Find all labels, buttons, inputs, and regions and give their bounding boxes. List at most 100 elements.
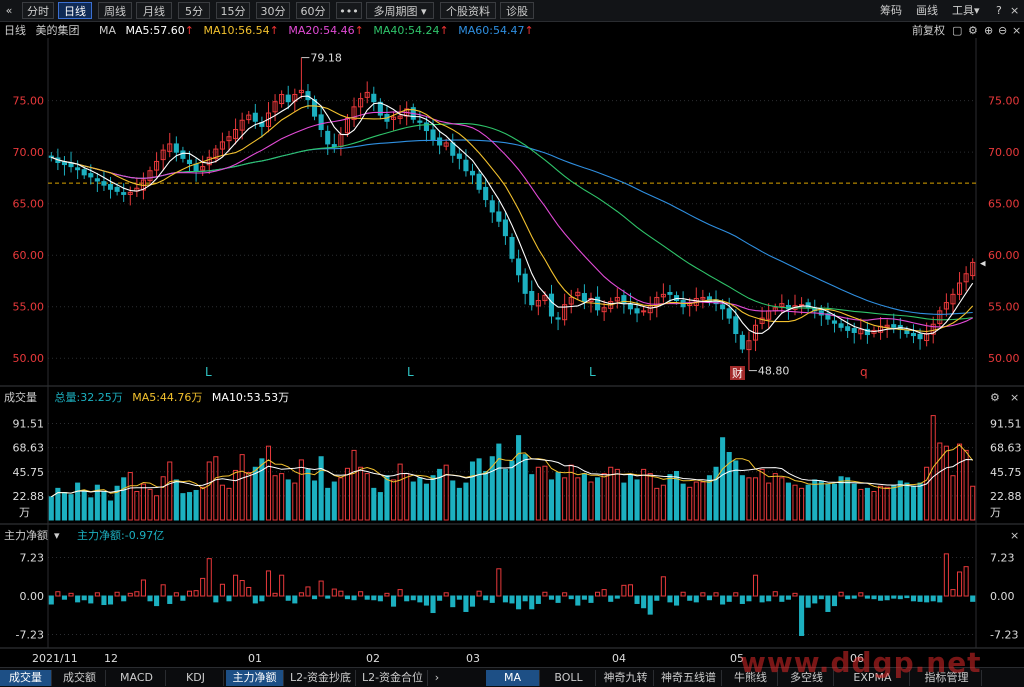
legend-ma[interactable]: MA	[99, 24, 117, 37]
legend-stock: 美的集团	[35, 24, 80, 37]
volume-bar	[75, 482, 81, 521]
flow-bar	[904, 595, 910, 599]
flow-tick-right: -7.23	[990, 629, 1018, 642]
indicator-tab-right-5[interactable]: 多空线	[780, 670, 834, 686]
period-tab-6[interactable]: 30分	[256, 2, 290, 19]
volume-bar	[219, 484, 225, 521]
volume-bar	[713, 466, 719, 521]
volume-bar	[864, 487, 870, 521]
draw-line-button[interactable]: 画线	[916, 4, 938, 17]
tools-button[interactable]: 工具▾	[952, 2, 980, 19]
indicator-tab-left-1[interactable]: 成交额	[54, 670, 106, 686]
volume-bar	[397, 463, 403, 521]
candle	[496, 211, 502, 222]
volume-bar	[61, 492, 67, 521]
flow-bar	[825, 595, 831, 612]
indicator-tab-left-0[interactable]: 成交量	[0, 670, 52, 686]
close-icon[interactable]: ×	[1010, 529, 1020, 542]
volume-bar	[555, 472, 561, 521]
flow-bar	[799, 595, 805, 636]
period-tab-5[interactable]: 15分	[216, 2, 250, 19]
volume-bar	[805, 484, 811, 521]
volume-bar	[595, 477, 601, 521]
candle	[516, 258, 522, 276]
flow-bar	[700, 592, 706, 597]
close-icon[interactable]: ×	[1010, 391, 1020, 404]
flow-bar	[246, 586, 252, 597]
period-tab-4[interactable]: 5分	[178, 2, 210, 19]
indicator-tab-right-4[interactable]: 牛熊线	[724, 670, 778, 686]
flow-bar	[61, 595, 67, 600]
indicator-tab-left-3[interactable]: KDJ	[168, 670, 224, 686]
volume-title: 成交量	[4, 391, 37, 404]
chips-button[interactable]: 筹码	[880, 4, 902, 17]
period-tab-3[interactable]: 月线	[136, 2, 172, 19]
candle	[154, 160, 160, 171]
q-marker: q	[860, 365, 868, 379]
volume-bar	[68, 494, 74, 521]
flow-bar	[950, 589, 956, 597]
zoom-in-icon[interactable]: ⊕	[984, 24, 994, 37]
flow-bar	[397, 589, 403, 597]
more-button[interactable]: •••	[336, 2, 362, 19]
volume-bar	[575, 477, 581, 521]
indicator-tab-left-4[interactable]: 主力净额	[226, 670, 284, 686]
flow-bar	[233, 574, 239, 597]
flow-title[interactable]: 主力净额	[4, 529, 48, 542]
candle	[200, 166, 206, 171]
period-tab-1[interactable]: 日线	[58, 2, 92, 19]
flow-bar	[548, 595, 555, 600]
close-icon[interactable]: ×	[1012, 24, 1022, 37]
period-tab-2[interactable]: 周线	[98, 2, 132, 19]
tabs-scroll-arrow[interactable]: ›	[434, 671, 440, 684]
volume-tick-right: 91.51	[990, 417, 1022, 430]
indicator-tab-right-6[interactable]: EXPMA	[836, 670, 910, 686]
zoom-out-icon[interactable]: ⊖	[998, 24, 1008, 37]
candle	[831, 320, 838, 324]
indicator-tab-right-7[interactable]: 指标管理	[912, 670, 982, 686]
flow-bar	[575, 595, 581, 606]
settings-icon[interactable]: ⚙	[990, 391, 1000, 404]
indicator-tab-left-5[interactable]: L2-资金抄底	[286, 670, 356, 686]
flow-bar	[305, 586, 311, 597]
period-tab-0[interactable]: 分时	[22, 2, 54, 19]
indicator-tab-right-3[interactable]: 神奇五线谱	[656, 670, 722, 686]
candle	[193, 163, 199, 172]
volume-bar	[818, 480, 824, 521]
tools-label: 工具	[952, 4, 974, 17]
stock-chart[interactable]: 75.00 75.00 70.00 70.00 65.00 65.00 60.00 60.00…	[0, 0, 1024, 667]
indicator-tab-right-2[interactable]: 神奇九转	[598, 670, 654, 686]
volume-bar	[937, 442, 943, 521]
cai-label: 财	[732, 366, 743, 380]
volume-bar	[891, 484, 897, 521]
flow-bar	[812, 595, 818, 604]
candle	[81, 169, 87, 176]
indicator-tab-right-1[interactable]: BOLL	[542, 670, 596, 686]
profile-button[interactable]: 个股资料	[440, 2, 496, 19]
settings-icon[interactable]: ⚙	[968, 24, 978, 37]
lock-icon[interactable]: ▢	[952, 24, 963, 37]
adjust-toggle[interactable]: 前复权	[912, 23, 951, 39]
flow-bar	[542, 591, 548, 597]
candle	[180, 150, 186, 159]
period-tab-7[interactable]: 60分	[296, 2, 330, 19]
bottom-indicator-bar: 成交量 成交额 MACD KDJ 主力净额 L2-资金抄底 L2-资金合位 › MA BOLL…	[0, 667, 1024, 687]
candle	[733, 316, 739, 335]
flow-bar	[522, 595, 528, 602]
indicator-tab-left-6[interactable]: L2-资金合位	[358, 670, 428, 686]
back-icon[interactable]: «	[5, 4, 13, 17]
indicator-tab-left-2[interactable]: MACD	[108, 670, 166, 686]
question-icon[interactable]: ?	[996, 4, 1002, 17]
candle	[94, 178, 100, 182]
multi-period-button[interactable]: 多周期图 ▾	[366, 2, 434, 19]
flow-bar	[107, 595, 114, 605]
chevron-down-icon: ▾	[420, 5, 427, 18]
close-icon[interactable]: ×	[1010, 4, 1020, 17]
flow-bar	[562, 592, 568, 597]
flow-bar	[680, 591, 686, 597]
indicator-tab-right-0[interactable]: MA	[486, 670, 540, 686]
diagnose-button[interactable]: 诊股	[500, 2, 534, 19]
flow-tick-left: 7.23	[20, 551, 45, 564]
volume-bar	[463, 482, 469, 521]
cai-badge	[730, 366, 745, 380]
